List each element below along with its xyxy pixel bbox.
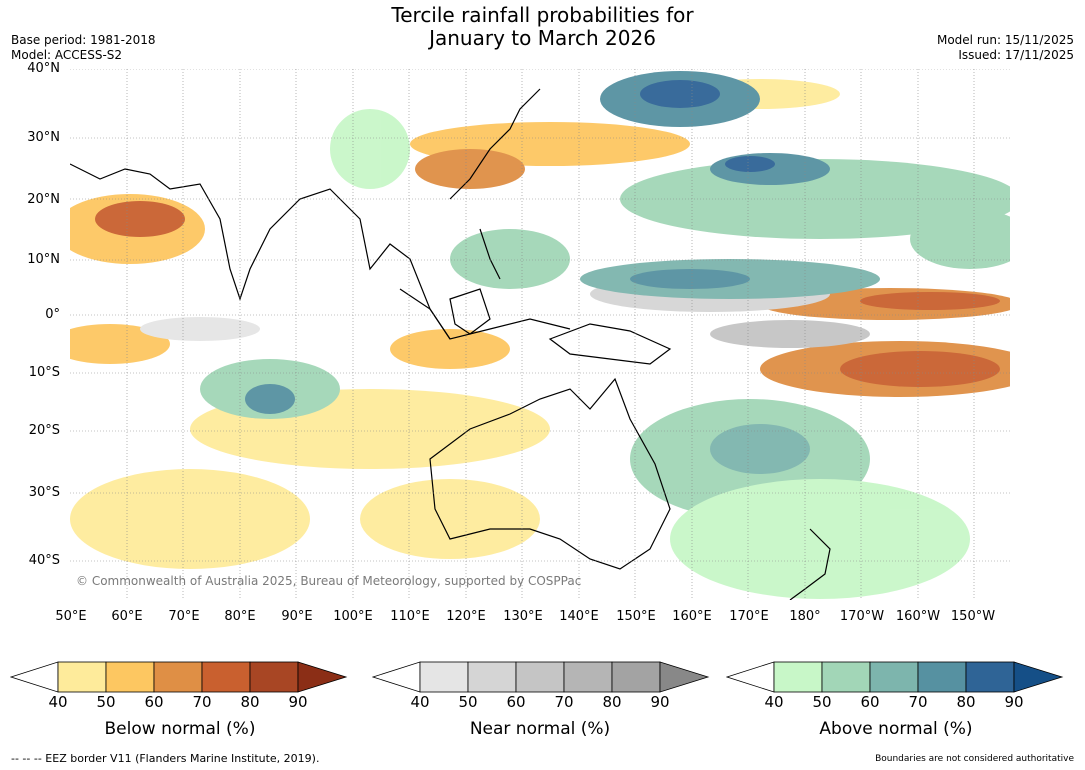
eez-border-note: -- -- -- EEZ border V11 (Flanders Marine… <box>11 752 320 765</box>
lat-label: 10°N <box>27 252 60 267</box>
colorbar-extend-high <box>297 661 348 693</box>
colorbar-tick-label: 80 <box>240 693 260 711</box>
below-normal-title: Below normal (%) <box>104 719 256 739</box>
lat-label: 40°N <box>27 61 60 76</box>
colorbar-tick-label: 50 <box>812 693 832 711</box>
colorbar-segment <box>821 661 871 693</box>
colorbar-tick-label: 90 <box>288 693 308 711</box>
rainfall-map <box>70 69 1010 600</box>
model-run: Model run: 15/11/2025 <box>936 33 1074 47</box>
lon-label: 160°W <box>895 609 941 624</box>
copyright-notice: © Commonwealth of Australia 2025, Bureau… <box>76 574 582 588</box>
lon-label: 170°W <box>839 609 885 624</box>
colorbar-segment <box>419 661 469 693</box>
colorbar-extend-high <box>659 661 710 693</box>
lon-label: 80°E <box>224 609 256 624</box>
colorbar-segment <box>515 661 565 693</box>
title-line-2: January to March 2026 <box>429 26 656 50</box>
colorbar-tick-label: 40 <box>410 693 430 711</box>
colorbar-tick-label: 70 <box>554 693 574 711</box>
colorbar-segment <box>965 661 1015 693</box>
colorbar-tick-label: 50 <box>96 693 116 711</box>
colorbar-extend-high <box>1013 661 1064 693</box>
map-title: Tercile rainfall probabilities for Janua… <box>0 4 1085 50</box>
lon-label: 50°E <box>55 609 87 624</box>
below-normal-colorbar <box>10 661 348 693</box>
colorbar-segment <box>917 661 967 693</box>
map-panel[interactable] <box>70 69 1010 600</box>
model-name: Model: ACCESS-S2 <box>11 48 123 62</box>
lat-label: 20°S <box>28 423 60 438</box>
near-normal-title: Near normal (%) <box>469 719 611 739</box>
colorbar-segment <box>563 661 613 693</box>
issued-date: Issued: 17/11/2025 <box>958 48 1074 62</box>
graticule <box>70 69 1010 600</box>
near-normal-colorbar <box>372 661 710 693</box>
colorbar-tick-label: 70 <box>908 693 928 711</box>
above-normal-title: Above normal (%) <box>819 719 973 739</box>
lon-label: 150°W <box>950 609 996 624</box>
colorbar-tick-label: 60 <box>506 693 526 711</box>
colorbar-tick-label: 50 <box>458 693 478 711</box>
lon-label: 170°E <box>729 609 769 624</box>
lon-label: 110°E <box>390 609 430 624</box>
lon-label: 160°E <box>672 609 712 624</box>
above-normal-colorbar <box>726 661 1064 693</box>
lat-label: 10°S <box>28 365 60 380</box>
colorbar-tick-label: 70 <box>192 693 212 711</box>
colorbar-extend-low <box>10 661 59 693</box>
coastlines <box>70 88 831 600</box>
lat-label: 40°S <box>28 553 60 568</box>
colorbar-segment <box>153 661 203 693</box>
colorbar-tick-label: 90 <box>650 693 670 711</box>
lon-label: 70°E <box>168 609 200 624</box>
lon-label: 130°E <box>503 609 543 624</box>
colorbar-segment <box>773 661 823 693</box>
lon-label: 140°E <box>559 609 599 624</box>
lat-label: 30°S <box>28 485 60 500</box>
probability-shading <box>70 71 1010 599</box>
colorbar-extend-low <box>726 661 775 693</box>
lon-label: 150°E <box>616 609 656 624</box>
colorbar-extend-low <box>372 661 421 693</box>
meta-right: Model run: 15/11/2025 Issued: 17/11/2025 <box>937 33 1074 63</box>
colorbar-segment <box>467 661 517 693</box>
colorbar-tick-label: 80 <box>956 693 976 711</box>
lon-label: 100°E <box>333 609 373 624</box>
colorbar-segment <box>249 661 299 693</box>
base-period: Base period: 1981-2018 <box>11 33 156 47</box>
lat-label: 0° <box>45 307 60 322</box>
lon-label: 90°E <box>281 609 313 624</box>
colorbar-segment <box>869 661 919 693</box>
lon-label: 60°E <box>111 609 143 624</box>
title-line-1: Tercile rainfall probabilities for <box>391 3 694 27</box>
colorbar-segment <box>57 661 107 693</box>
colorbar-tick-label: 40 <box>764 693 784 711</box>
lon-label: 180° <box>789 609 821 624</box>
lon-label: 120°E <box>446 609 486 624</box>
colorbar-tick-label: 80 <box>602 693 622 711</box>
lat-label: 20°N <box>27 192 60 207</box>
colorbar-tick-label: 40 <box>48 693 68 711</box>
colorbar-segment <box>611 661 661 693</box>
colorbar-segment <box>201 661 251 693</box>
boundary-disclaimer: Boundaries are not considered authoritat… <box>875 754 1074 764</box>
colorbar-tick-label: 60 <box>860 693 880 711</box>
colorbar-tick-label: 90 <box>1004 693 1024 711</box>
colorbar-segment <box>105 661 155 693</box>
lat-label: 30°N <box>27 130 60 145</box>
meta-left: Base period: 1981-2018 Model: ACCESS-S2 <box>11 33 156 63</box>
colorbar-tick-label: 60 <box>144 693 164 711</box>
